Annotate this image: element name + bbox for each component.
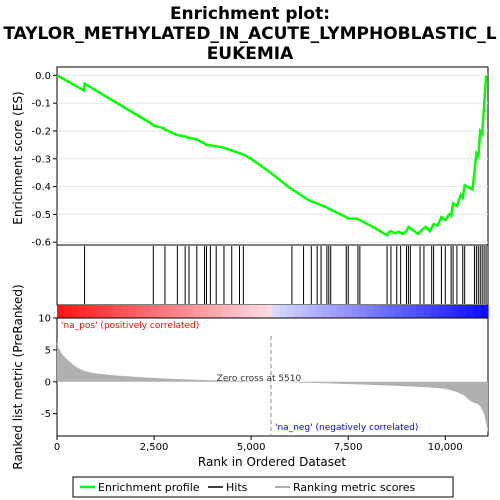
rank-color-segment [150,305,159,318]
rank-color-segment [373,305,381,318]
rank-color-segment [107,305,116,318]
rank-color-segment [401,305,410,318]
ranked-y-tick-label: 10 [38,314,51,325]
es-panel-frame [56,66,489,246]
ranked-y-tick-label: 5 [45,345,51,356]
rank-color-segment [265,305,274,318]
chart-title-line-3: EUKEMIA [207,44,294,64]
x-tick-label: 7,500 [334,442,363,453]
es-panel: 0.0 -0.1 -0.2 -0.3 -0.4 -0.5 -0.6 Enrichment s… [11,66,489,249]
rank-color-segment [286,305,295,318]
legend-label-hits: Hits [226,481,248,494]
rank-color-segment [473,305,482,318]
x-tick-label: 2,500 [140,442,169,453]
rank-color-segment [164,305,173,318]
rank-color-segment [71,305,80,318]
enrichment-profile-line [56,74,488,237]
rank-color-segment [121,305,130,318]
chart-title-line-1: Enrichment plot: [170,4,330,24]
rank-color-segment [416,305,424,318]
rank-color-segment [301,305,310,318]
rank-color-segment [430,305,439,318]
es-y-axis-label: Enrichment score (ES) [11,91,25,224]
rank-color-segment [243,305,252,318]
rank-color-segment [114,305,123,318]
rank-color-segment [258,305,266,318]
rank-color-bar [57,305,489,318]
es-y-tick-label: -0.2 [31,126,51,137]
positive-correlation-label: 'na_pos' (positively correlated) [61,321,199,331]
es-y-tick-label: -0.4 [31,182,51,193]
rank-color-segment [57,305,65,318]
x-tick-label: 5,000 [237,442,266,453]
rank-color-segment [128,305,137,318]
rank-color-segment [452,305,460,318]
rank-color-segment [143,305,151,318]
rank-color-segment [351,305,360,318]
rank-color-segment [380,305,389,318]
rank-color-segment [408,305,417,318]
x-tick-label: 10,000 [428,442,463,453]
rank-color-segment [329,305,338,318]
rank-color-segment [215,305,223,318]
rank-color-segment [358,305,367,318]
negative-correlation-label: 'na_neg' (negatively correlated) [275,423,418,433]
rank-color-segment [222,305,230,318]
rank-color-segment [85,305,94,318]
rank-color-segment [78,305,87,318]
legend: Enrichment profile Hits Ranking metric s… [72,476,454,498]
rank-color-segment [315,305,324,318]
hits-panel [56,244,489,306]
rank-color-segment [466,305,475,318]
hits-panel-frame [56,244,489,306]
rank-color-segment [229,305,238,318]
rank-color-segment [322,305,331,318]
ranked-metric-panel: 10 5 0 -5 Zero cross at 5510 'na_pos' (posi… [11,284,489,470]
rank-color-segment [344,305,353,318]
rank-color-segment [387,305,396,318]
x-axis-label: Rank in Ordered Dataset [198,455,346,469]
rank-color-segment [207,305,216,318]
es-y-tick-label: 0.0 [35,71,51,82]
legend-label-ranking-metric-scores: Ranking metric scores [293,481,415,494]
rank-color-segment [179,305,187,318]
rank-color-segment [250,305,259,318]
rank-color-segment [92,305,101,318]
rank-color-segment [157,305,166,318]
rank-color-segment [272,305,281,318]
rank-color-segment [100,305,108,318]
rank-color-segment [186,305,195,318]
legend-label-enrichment-profile: Enrichment profile [98,481,200,494]
rank-color-segment [294,305,302,318]
rank-color-segment [365,305,374,318]
legend-box [72,476,454,498]
rank-color-segment [236,305,245,318]
es-y-tick-label: -0.1 [31,99,51,110]
x-tick-label: 0 [54,442,60,453]
ranked-y-tick-label: 0 [45,377,51,388]
es-y-tick-label: -0.6 [31,238,51,249]
chart-title-line-2: TAYLOR_METHYLATED_IN_ACUTE_LYMPHOBLASTIC… [3,24,496,44]
rank-color-segment [394,305,403,318]
rank-color-segment [437,305,446,318]
ranked-y-axis-label: Ranked list metric (PreRanked) [11,284,25,469]
rank-color-segment [308,305,317,318]
rank-color-segment [193,305,202,318]
rank-color-segment [459,305,468,318]
rank-color-segment [279,305,288,318]
rank-color-segment [136,305,144,318]
rank-color-segment [337,305,345,318]
rank-color-segment [423,305,432,318]
rank-color-segment [171,305,180,318]
rank-color-segment [480,305,489,318]
zero-cross-label: Zero cross at 5510 [217,374,302,384]
rank-color-segment [64,305,72,318]
es-y-tick-label: -0.5 [31,210,51,221]
rank-color-segment [200,305,209,318]
es-y-tick-label: -0.3 [31,154,51,165]
rank-color-segment [444,305,453,318]
ranked-y-tick-label: -5 [41,409,51,420]
